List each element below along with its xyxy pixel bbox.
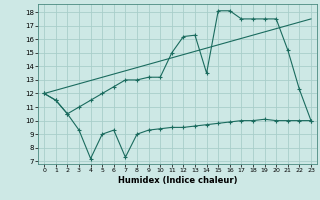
X-axis label: Humidex (Indice chaleur): Humidex (Indice chaleur): [118, 176, 237, 185]
